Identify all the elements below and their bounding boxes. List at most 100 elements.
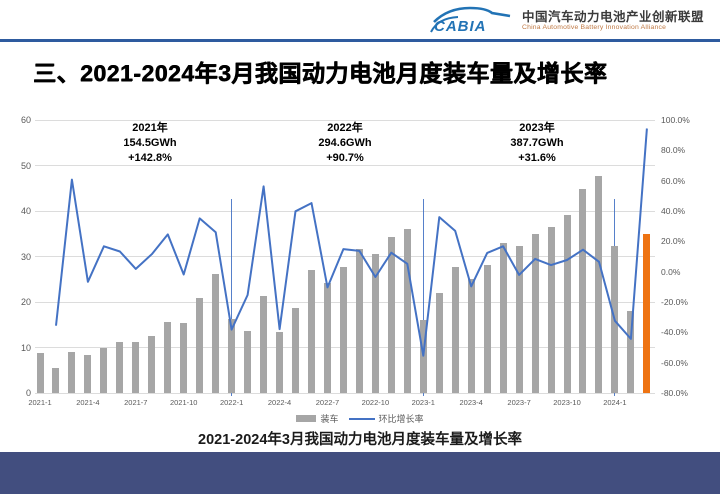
gridline xyxy=(35,119,655,121)
bar-2023-9 xyxy=(547,227,555,393)
bar-2022-7 xyxy=(323,282,331,393)
bar-2023-6 xyxy=(499,243,507,393)
cabia-logo-names: 中国汽车动力电池产业创新联盟 China Automotive Battery … xyxy=(522,10,704,32)
bar-2023-3 xyxy=(451,266,459,393)
x-tick-label: 2022-4 xyxy=(267,398,292,407)
bar-2021-4 xyxy=(84,354,92,393)
x-tick-label: 2021-4 xyxy=(76,398,100,407)
y-right-tick-label: 20.0% xyxy=(661,236,686,247)
car-swoosh-icon xyxy=(430,6,511,33)
bar-2022-6 xyxy=(307,270,315,393)
header-divider-line xyxy=(0,39,720,42)
bar-2021-1 xyxy=(36,353,44,393)
bar-2023-11 xyxy=(579,188,587,393)
y-right-tick-label: 0.0% xyxy=(661,266,681,277)
growth-line-chart xyxy=(55,128,648,357)
bar-2021-3 xyxy=(68,352,76,393)
legend-item-bars: 装车 xyxy=(296,412,339,425)
bar-2023-2 xyxy=(435,293,443,393)
bar-2022-4 xyxy=(276,332,284,393)
y-left-tick-label: 20 xyxy=(20,297,31,307)
bar-2022-2 xyxy=(244,330,252,393)
chart-legend: 装车 环比增长率 xyxy=(0,412,720,425)
bar-2023-5 xyxy=(483,264,491,393)
y-right-tick-label: 100.0% xyxy=(661,115,690,125)
bar-swatch-icon xyxy=(296,415,317,422)
x-tick-label: 2023-7 xyxy=(507,398,531,407)
y-left-tick-label: 60 xyxy=(20,115,31,125)
year-annotation: 2023年 387.7GWh +31.6% xyxy=(472,121,602,166)
bar-2022-10 xyxy=(371,254,379,393)
annotation-line: 2023年 xyxy=(519,122,555,134)
chart-caption: 2021-2024年3月我国动力电池月度装车量及增长率 xyxy=(198,432,522,448)
y-right-tick-label: 60.0% xyxy=(661,175,686,186)
bar-2022-8 xyxy=(339,266,347,393)
bar-2021-12 xyxy=(212,273,220,393)
bar-2021-2 xyxy=(52,367,60,393)
x-tick-label: 2021-7 xyxy=(124,398,148,407)
bar-2023-4 xyxy=(467,278,475,393)
bar-2023-10 xyxy=(563,214,571,393)
alliance-name-en: China Automotive Battery Innovation Alli… xyxy=(521,24,667,32)
y-left-tick-label: 30 xyxy=(20,251,31,262)
year-annotation: 2021年 154.5GWh +142.8% xyxy=(85,121,215,166)
y-right-tick-label: -40.0% xyxy=(661,327,688,338)
x-tick-label: 2023-4 xyxy=(459,398,483,407)
bar-2023-12 xyxy=(595,175,603,393)
y-left-tick-label: 0 xyxy=(25,388,31,398)
bar-2022-3 xyxy=(260,295,268,393)
bar-2021-10 xyxy=(180,322,188,393)
x-tick-label: 2023-1 xyxy=(411,398,435,407)
alliance-name-cn: 中国汽车动力电池产业创新联盟 xyxy=(521,9,704,24)
x-tick-label: 2022-10 xyxy=(361,398,390,407)
gridline xyxy=(35,392,655,394)
y-right-tick-label: -20.0% xyxy=(661,297,688,307)
bar-2021-9 xyxy=(164,321,172,393)
x-tick-label: 2024-1 xyxy=(603,398,627,407)
x-tick-label: 2021-10 xyxy=(169,398,198,407)
cabia-logo-mark: CABIA xyxy=(428,4,514,38)
bar-2021-11 xyxy=(196,298,204,393)
y-right-tick-label: -60.0% xyxy=(661,357,688,368)
legend-label-bars: 装车 xyxy=(320,414,339,424)
cabia-brand-text: CABIA xyxy=(433,18,487,35)
annotation-line: +31.6% xyxy=(518,152,556,164)
annotation-line: 2022年 xyxy=(327,122,363,134)
y-left-tick-label: 10 xyxy=(20,342,31,353)
cabia-logo: CABIA 中国汽车动力电池产业创新联盟 China Automotive Ba… xyxy=(428,4,704,38)
x-tick-label: 2023-10 xyxy=(553,398,581,407)
y-left-tick-label: 40 xyxy=(20,206,31,216)
y-right-tick-label: 80.0% xyxy=(661,145,686,156)
bar-2021-5 xyxy=(100,348,108,393)
growth-line xyxy=(55,128,648,357)
annotation-line: +90.7% xyxy=(326,152,364,164)
x-tick-label: 2022-1 xyxy=(219,398,244,407)
bar-2024-2 xyxy=(627,311,635,393)
bar-2023-8 xyxy=(531,234,539,393)
legend-label-line: 环比增长率 xyxy=(378,414,424,424)
bar-2022-9 xyxy=(355,249,363,393)
line-swatch-icon xyxy=(348,417,375,420)
y-left-tick-label: 50 xyxy=(20,160,31,171)
gridline xyxy=(35,256,655,257)
bar-2021-6 xyxy=(116,342,124,393)
footer-bar xyxy=(0,452,720,494)
bar-2022-12 xyxy=(403,228,411,393)
year-annotation: 2022年 294.6GWh +90.7% xyxy=(280,121,410,166)
bar-2021-7 xyxy=(132,341,140,393)
bar-2024-3 xyxy=(643,233,651,393)
gridline xyxy=(35,165,655,166)
y-right-tick-label: -80.0% xyxy=(661,388,688,398)
annotation-line: 154.5GWh xyxy=(123,137,177,149)
y-right-tick-label: 40.0% xyxy=(661,206,686,216)
gridline xyxy=(35,210,655,212)
bar-2022-1 xyxy=(228,319,236,393)
year-divider-line xyxy=(231,199,233,396)
bar-2021-8 xyxy=(148,335,156,393)
bar-2022-11 xyxy=(387,236,395,393)
bar-2022-5 xyxy=(292,308,300,393)
legend-item-line: 环比增长率 xyxy=(348,412,424,425)
plot-area xyxy=(35,119,655,396)
year-divider-line xyxy=(422,199,424,396)
